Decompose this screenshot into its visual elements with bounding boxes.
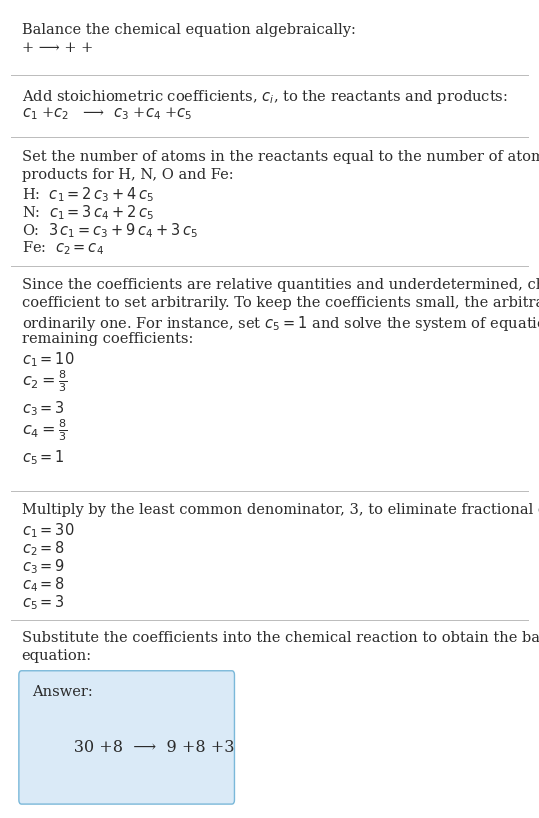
Text: Substitute the coefficients into the chemical reaction to obtain the balanced: Substitute the coefficients into the che… bbox=[22, 631, 539, 645]
Text: $c_3 = 3$: $c_3 = 3$ bbox=[22, 399, 65, 418]
Text: Balance the chemical equation algebraically:: Balance the chemical equation algebraica… bbox=[22, 23, 355, 37]
Text: ordinarily one. For instance, set $c_5 = 1$ and solve the system of equations fo: ordinarily one. For instance, set $c_5 =… bbox=[22, 314, 539, 333]
Text: 30 +8  ⟶  9 +8 +3: 30 +8 ⟶ 9 +8 +3 bbox=[43, 739, 234, 756]
Text: $c_5 = 1$: $c_5 = 1$ bbox=[22, 448, 64, 467]
Text: Answer:: Answer: bbox=[32, 685, 93, 699]
Text: Multiply by the least common denominator, 3, to eliminate fractional coefficient: Multiply by the least common denominator… bbox=[22, 503, 539, 517]
Text: Set the number of atoms in the reactants equal to the number of atoms in the: Set the number of atoms in the reactants… bbox=[22, 150, 539, 164]
Text: $c_2 = 8$: $c_2 = 8$ bbox=[22, 539, 65, 558]
Text: $c_1 = 30$: $c_1 = 30$ bbox=[22, 521, 74, 540]
Text: N:  $c_1 = 3\,c_4 + 2\,c_5$: N: $c_1 = 3\,c_4 + 2\,c_5$ bbox=[22, 204, 154, 222]
Text: $c_4 = 8$: $c_4 = 8$ bbox=[22, 575, 65, 594]
Text: coefficient to set arbitrarily. To keep the coefficients small, the arbitrary va: coefficient to set arbitrarily. To keep … bbox=[22, 296, 539, 310]
Text: products for H, N, O and Fe:: products for H, N, O and Fe: bbox=[22, 168, 233, 182]
Text: H:  $c_1 = 2\,c_3 + 4\,c_5$: H: $c_1 = 2\,c_3 + 4\,c_5$ bbox=[22, 186, 154, 204]
Text: $c_1$ +$c_2$   ⟶  $c_3$ +$c_4$ +$c_5$: $c_1$ +$c_2$ ⟶ $c_3$ +$c_4$ +$c_5$ bbox=[22, 106, 192, 122]
Text: Add stoichiometric coefficients, $c_i$, to the reactants and products:: Add stoichiometric coefficients, $c_i$, … bbox=[22, 88, 507, 106]
Text: O:  $3\,c_1 = c_3 + 9\,c_4 + 3\,c_5$: O: $3\,c_1 = c_3 + 9\,c_4 + 3\,c_5$ bbox=[22, 222, 197, 240]
Text: equation:: equation: bbox=[22, 649, 92, 663]
Text: $c_1 = 10$: $c_1 = 10$ bbox=[22, 350, 74, 369]
Text: + ⟶ + +: + ⟶ + + bbox=[22, 41, 93, 55]
FancyBboxPatch shape bbox=[19, 671, 234, 804]
Text: Since the coefficients are relative quantities and underdetermined, choose a: Since the coefficients are relative quan… bbox=[22, 278, 539, 292]
Text: Fe:  $c_2 = c_4$: Fe: $c_2 = c_4$ bbox=[22, 240, 103, 258]
Text: $c_2 = \frac{8}{3}$: $c_2 = \frac{8}{3}$ bbox=[22, 368, 67, 394]
Text: remaining coefficients:: remaining coefficients: bbox=[22, 332, 193, 346]
Text: $c_4 = \frac{8}{3}$: $c_4 = \frac{8}{3}$ bbox=[22, 417, 67, 443]
Text: $c_5 = 3$: $c_5 = 3$ bbox=[22, 593, 65, 612]
Text: $c_3 = 9$: $c_3 = 9$ bbox=[22, 557, 65, 576]
